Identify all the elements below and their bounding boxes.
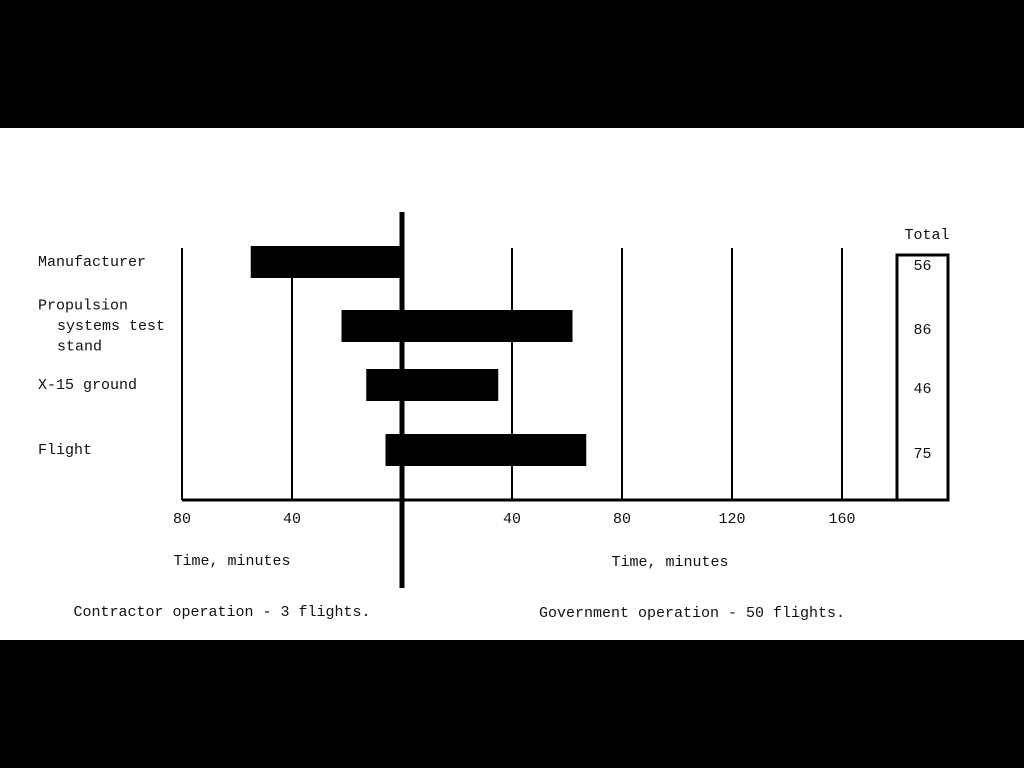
totals-box	[895, 253, 950, 502]
bar	[366, 369, 402, 401]
total-label: 46	[913, 381, 931, 398]
bar	[250, 246, 402, 278]
category-label: Manufacturer	[38, 254, 146, 271]
bar	[402, 310, 573, 342]
total-label: 75	[913, 446, 931, 463]
totals-title: Total	[904, 227, 949, 244]
legend-caption: Contractor operation - 3 flights.	[73, 604, 370, 621]
bar	[402, 434, 587, 466]
x-tick-label: 80	[613, 511, 631, 528]
legend-caption: Government operation - 50 flights.	[539, 605, 845, 622]
category-label: Flight	[38, 442, 92, 459]
category-label: X-15 ground	[38, 377, 137, 394]
total-label: 56	[913, 258, 931, 275]
x-tick-label: 120	[718, 511, 745, 528]
x-tick-label: 40	[283, 511, 301, 528]
x-tick-label: 80	[173, 511, 191, 528]
x-axis-label: Time, minutes	[611, 554, 728, 571]
bar	[341, 310, 402, 342]
x-tick-label: 160	[828, 511, 855, 528]
bar	[385, 434, 402, 466]
category-label: Propulsion systems test stand	[38, 297, 165, 355]
total-label: 86	[913, 322, 931, 339]
x-tick-label: 40	[503, 511, 521, 528]
x-axis-label: Time, minutes	[173, 553, 290, 570]
bar	[402, 369, 499, 401]
